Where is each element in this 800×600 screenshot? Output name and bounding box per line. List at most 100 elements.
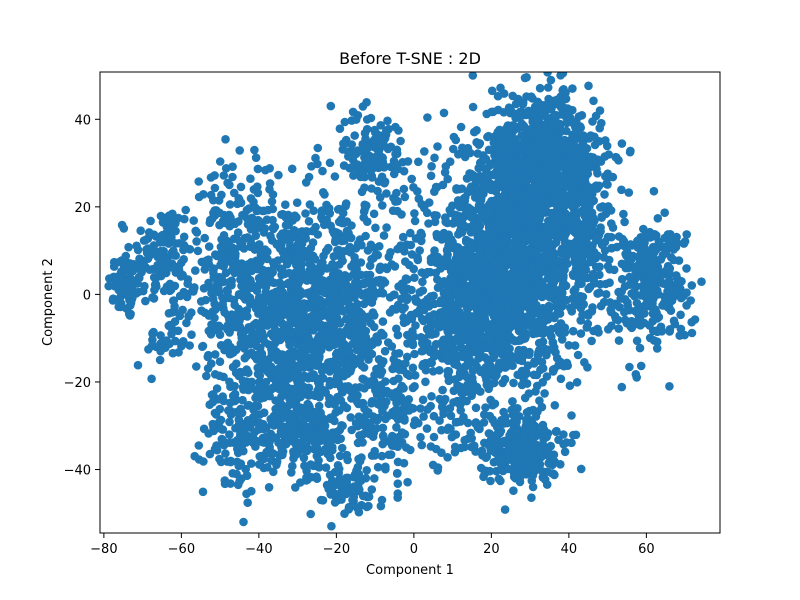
scatter-point (237, 433, 247, 442)
scatter-point (277, 210, 286, 219)
scatter-point (391, 122, 400, 132)
scatter-point (465, 169, 474, 178)
scatter-point (314, 354, 324, 363)
scatter-point (415, 288, 425, 297)
scatter-point (377, 451, 387, 461)
scatter-point (390, 411, 400, 421)
scatter-point (257, 385, 266, 395)
scatter-point (538, 107, 548, 116)
scatter-point (364, 492, 374, 502)
scatter-point (508, 91, 517, 101)
scatter-point (560, 328, 570, 337)
scatter-point (216, 415, 226, 425)
scatter-point (366, 166, 376, 175)
scatter-point (511, 99, 521, 109)
scatter-point (469, 285, 479, 294)
scatter-point (486, 288, 495, 297)
scatter-point (226, 342, 235, 352)
scatter-point (251, 318, 261, 328)
scatter-point (416, 404, 425, 413)
scatter-point (392, 469, 402, 478)
scatter-point (503, 303, 512, 313)
scatter-point (399, 184, 409, 194)
scatter-point (566, 154, 576, 163)
scatter-point (476, 273, 485, 282)
scatter-point (335, 451, 345, 461)
scatter-point (331, 235, 340, 244)
scatter-point (568, 326, 578, 336)
scatter-point (346, 413, 356, 422)
scatter-point (170, 302, 179, 311)
scatter-point (279, 413, 289, 422)
scatter-point (299, 416, 308, 426)
scatter-point (391, 159, 401, 169)
scatter-point (519, 345, 528, 355)
scatter-point (363, 246, 373, 255)
scatter-point (448, 280, 458, 290)
scatter-point (231, 407, 241, 417)
scatter-point (587, 336, 596, 346)
scatter-point (527, 263, 537, 273)
scatter-point (132, 241, 141, 251)
scatter-point (541, 199, 551, 209)
scatter-point (326, 453, 335, 463)
scatter-point (187, 330, 196, 340)
scatter-point (125, 272, 135, 282)
scatter-point (595, 106, 605, 115)
scatter-point (230, 219, 240, 229)
scatter-point (376, 121, 386, 130)
scatter-point (104, 281, 113, 291)
scatter-point (363, 143, 372, 152)
scatter-point (418, 277, 427, 287)
scatter-point (234, 461, 243, 471)
scatter-point (302, 334, 312, 343)
scatter-point (317, 320, 326, 330)
scatter-point (119, 224, 129, 233)
scatter-point (254, 240, 264, 249)
scatter-point (190, 283, 199, 292)
scatter-point (252, 352, 261, 362)
scatter-point (347, 262, 356, 271)
scatter-point (430, 153, 439, 163)
scatter-point (288, 411, 298, 420)
scatter-point (617, 139, 627, 148)
scatter-point (144, 345, 153, 354)
scatter-point (272, 409, 281, 418)
scatter-point (543, 228, 553, 237)
scatter-point (328, 261, 338, 270)
scatter-point (339, 139, 348, 148)
scatter-point (372, 332, 382, 341)
scatter-point (166, 285, 176, 295)
scatter-point (234, 290, 244, 299)
scatter-point (233, 319, 243, 329)
scatter-point (481, 171, 491, 181)
scatter-point (453, 249, 462, 259)
scatter-point (513, 370, 522, 380)
scatter-point (578, 148, 588, 157)
scatter-point (265, 309, 275, 319)
scatter-point (329, 288, 339, 297)
scatter-point (354, 469, 364, 479)
scatter-point (539, 166, 548, 176)
scatter-point (380, 178, 389, 188)
scatter-point (271, 433, 281, 442)
scatter-point (225, 430, 234, 439)
scatter-point (202, 256, 211, 265)
scatter-point (568, 84, 577, 93)
scatter-point (187, 308, 196, 317)
scatter-point (146, 250, 155, 260)
scatter-point (376, 391, 386, 401)
scatter-point (313, 143, 323, 153)
scatter-point (179, 288, 189, 298)
scatter-point (554, 161, 564, 171)
scatter-point (333, 435, 343, 444)
scatter-point (499, 322, 508, 331)
scatter-point (541, 325, 550, 335)
scatter-point (346, 163, 356, 172)
scatter-point (384, 411, 394, 421)
scatter-point (330, 467, 340, 477)
scatter-point (271, 287, 281, 297)
scatter-point (337, 495, 346, 504)
scatter-point (391, 149, 400, 159)
scatter-point (344, 282, 354, 292)
